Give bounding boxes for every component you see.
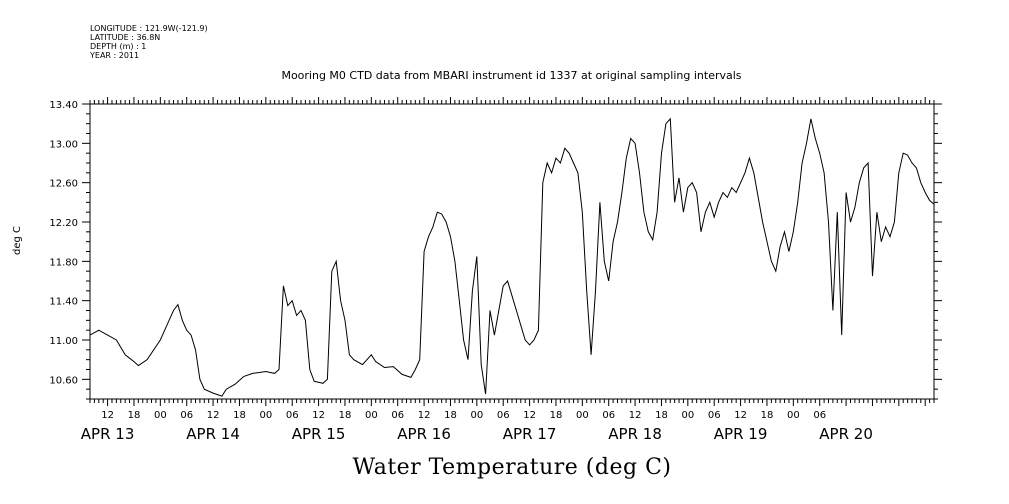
x-hour-label: 12	[734, 410, 747, 421]
longitude-label: LONGITUDE : 121.9W(-121.9)	[90, 24, 208, 33]
x-hour-label: 18	[128, 410, 141, 421]
latitude-label: LATITUDE : 36.8N	[90, 33, 161, 42]
x-hour-label: 12	[312, 410, 325, 421]
x-axis-label: Water Temperature (deg C)	[352, 455, 672, 480]
x-hour-label: 00	[787, 410, 800, 421]
x-hour-label: 00	[259, 410, 272, 421]
y-tick-label: 11.80	[49, 257, 78, 268]
x-hour-label: 06	[391, 410, 404, 421]
x-hour-label: 00	[365, 410, 378, 421]
x-hour-label: 12	[523, 410, 536, 421]
series-line	[89, 117, 935, 397]
y-tick-label: 10.60	[49, 375, 78, 386]
x-hour-label: 12	[418, 410, 431, 421]
x-hour-label: 18	[655, 410, 668, 421]
x-date-label: APR 14	[186, 425, 240, 443]
y-tick-label: 12.20	[49, 218, 78, 229]
x-date-label: APR 18	[608, 425, 662, 443]
x-hour-label: 06	[602, 410, 615, 421]
x-hour-label: 06	[180, 410, 193, 421]
x-hour-label: 00	[470, 410, 483, 421]
x-date-label: APR 17	[503, 425, 557, 443]
x-hour-label: 00	[154, 410, 167, 421]
x-hour-label: 12	[207, 410, 220, 421]
y-tick-label: 11.40	[49, 297, 78, 308]
x-date-label: APR 19	[714, 425, 768, 443]
x-hour-label: 18	[233, 410, 246, 421]
year-label: YEAR : 2011	[90, 51, 140, 60]
x-hour-label: 12	[629, 410, 642, 421]
tick-labels: 10.60 11.00 11.40 11.80 12.20 12.60 13.00 13.40…	[49, 100, 873, 443]
x-hour-label: 18	[761, 410, 774, 421]
y-tick-label: 11.00	[49, 336, 78, 347]
x-hour-label: 18	[339, 410, 352, 421]
y-tick-label: 13.00	[49, 139, 78, 150]
x-date-label: APR 16	[397, 425, 451, 443]
plot-frame	[89, 103, 935, 400]
x-date-label: APR 13	[81, 425, 135, 443]
x-hour-label: 18	[444, 410, 457, 421]
axis-ticks	[82, 97, 942, 406]
y-tick-label: 13.40	[49, 100, 78, 111]
x-hour-label: 00	[576, 410, 589, 421]
depth-label: DEPTH (m) : 1	[90, 42, 147, 51]
x-date-label: APR 15	[292, 425, 346, 443]
x-hour-label: 18	[550, 410, 563, 421]
chart-title: Mooring M0 CTD data from MBARI instrumen…	[281, 69, 742, 82]
x-hour-label: 06	[497, 410, 510, 421]
x-hour-label: 12	[101, 410, 114, 421]
x-hour-label: 06	[708, 410, 721, 421]
x-date-label: APR 20	[819, 425, 873, 443]
y-tick-label: 12.60	[49, 179, 78, 190]
x-hour-label: 00	[681, 410, 694, 421]
x-hour-label: 06	[813, 410, 826, 421]
x-hour-label: 06	[286, 410, 299, 421]
